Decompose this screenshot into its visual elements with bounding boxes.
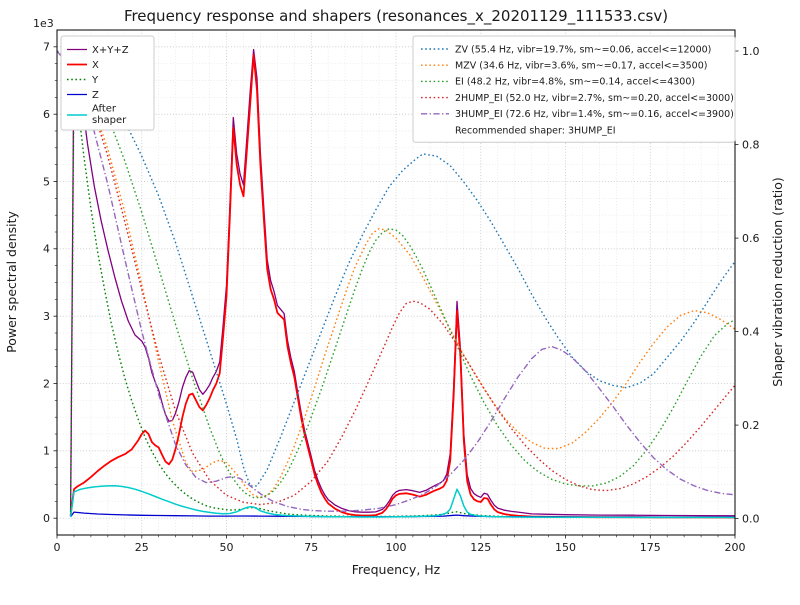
legend-item-ei: EI (48.2 Hz, vibr=4.8%, sm~=0.14, accel<… — [455, 77, 695, 88]
series-after-shaper — [69, 485, 735, 519]
y-left-tick-label: 7 — [43, 41, 50, 54]
y-right-tick-label: 0.0 — [742, 512, 760, 525]
x-tick-label: 150 — [555, 541, 576, 554]
legend-item-3hump-ei: 3HUMP_EI (72.6 Hz, vibr=1.4%, sm~=0.16, … — [455, 109, 734, 120]
y-left-tick-label: 0 — [43, 512, 50, 525]
legend-item-z: Z — [92, 90, 99, 101]
y-right-axis-label: Shaper vibration reduction (ratio) — [770, 177, 785, 387]
y-left-tick-label: 3 — [43, 310, 50, 323]
y-left-axis-label: Power spectral density — [4, 211, 19, 353]
legend-right-box — [412, 35, 736, 143]
legend-item-after-shaper: shaper — [92, 115, 127, 126]
legend-item-zv: ZV (55.4 Hz, vibr=19.7%, sm~=0.06, accel… — [455, 44, 711, 55]
x-axis-label: Frequency, Hz — [352, 562, 441, 577]
x-tick-label: 50 — [220, 541, 234, 554]
series-ei — [57, 50, 735, 499]
y-right-tick-label: 0.6 — [742, 232, 760, 245]
x-tick-label: 0 — [54, 541, 61, 554]
legend-item-after-shaper: After — [92, 104, 117, 115]
y-left-tick-label: 1 — [43, 445, 50, 458]
x-tick-label: 125 — [470, 541, 491, 554]
legend-item-sum: X+Y+Z — [92, 45, 129, 56]
tick-layer: 0 25 50 75 100 125 150 175 200 0 1 2 3 4 5 6 7 0.0 0.2 0.4 0… — [43, 41, 760, 554]
legend-recommended-note: Recommended shaper: 3HUMP_EI — [455, 125, 616, 136]
x-tick-label: 100 — [386, 541, 407, 554]
legend-item-y: Y — [91, 75, 99, 86]
legend-left-box — [60, 35, 155, 131]
series-layer — [57, 42, 735, 519]
y-left-tick-label: 5 — [43, 175, 50, 188]
legend-item-x: X — [92, 60, 99, 71]
series-2hump-ei — [57, 50, 735, 506]
series-x — [69, 54, 735, 519]
y-right-tick-label: 1.0 — [742, 45, 760, 58]
x-tick-label: 75 — [304, 541, 318, 554]
y-left-tick-label: 6 — [43, 108, 50, 121]
x-tick-label: 200 — [725, 541, 746, 554]
y-right-tick-label: 0.4 — [742, 325, 760, 338]
y-right-tick-label: 0.8 — [742, 138, 760, 151]
series-mzv — [57, 50, 735, 499]
chart-title: Frequency response and shapers (resonanc… — [124, 7, 668, 26]
legend-item-2hump-ei: 2HUMP_EI (52.0 Hz, vibr=2.7%, sm~=0.20, … — [455, 93, 734, 104]
y-left-tick-label: 2 — [43, 377, 50, 390]
y-left-offset-text: 1e3 — [33, 17, 54, 30]
y-right-tick-label: 0.2 — [742, 419, 760, 432]
legend-item-mzv: MZV (34.6 Hz, vibr=3.6%, sm~=0.17, accel… — [455, 61, 707, 72]
series-3hump-ei — [57, 50, 735, 512]
series-zv — [57, 50, 735, 487]
x-tick-label: 25 — [135, 541, 149, 554]
y-left-tick-label: 4 — [43, 243, 50, 256]
x-tick-label: 175 — [640, 541, 661, 554]
